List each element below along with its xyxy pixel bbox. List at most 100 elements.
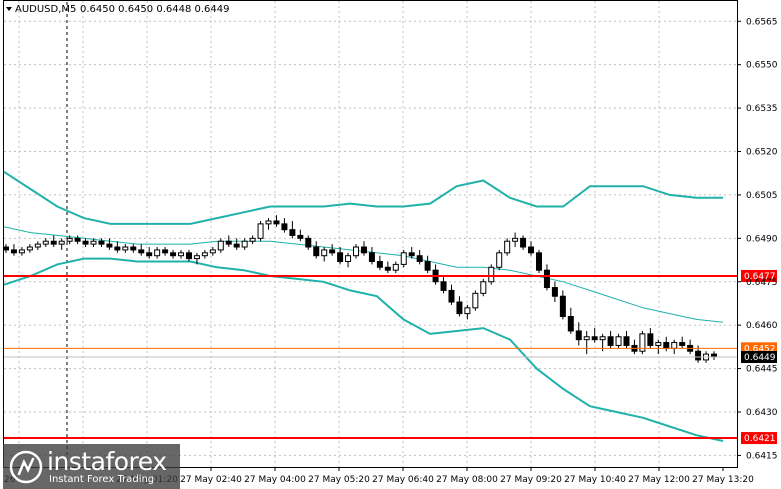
candle: [607, 330, 614, 349]
candle: [26, 244, 33, 253]
candle-body-down: [408, 252, 415, 257]
candle-body-up: [671, 342, 678, 349]
candle-body-down: [535, 252, 542, 271]
x-tick-label: 27 May 10:40: [564, 475, 626, 485]
candle: [106, 238, 113, 250]
y-tick-label: 0.6520: [746, 148, 778, 158]
candle-body-up: [265, 220, 272, 225]
candle: [639, 330, 646, 355]
band-lower-line: [3, 257, 724, 442]
candle-body-down: [281, 223, 288, 231]
candle-body-down: [98, 240, 105, 245]
candle: [488, 264, 495, 285]
candle-body-up: [472, 292, 479, 309]
ohlc-values: 0.6450 0.6450 0.6448 0.6449: [80, 4, 230, 15]
candle-body-up: [90, 240, 97, 245]
symbol-label: AUDUSD,M5: [15, 4, 76, 15]
candle-body-up: [241, 240, 248, 248]
candles: [3, 215, 717, 363]
candle-body-down: [567, 315, 574, 332]
y-tick-label: 0.6550: [746, 61, 778, 71]
y-tick-label: 0.6490: [746, 234, 778, 244]
candle: [496, 249, 503, 271]
candle-body-down: [297, 234, 304, 239]
candle: [583, 330, 590, 355]
candle: [559, 290, 566, 320]
candle-body-up: [193, 255, 200, 260]
candle: [353, 244, 360, 259]
candle: [448, 284, 455, 305]
candle-body-up: [58, 240, 65, 245]
candle-body-up: [122, 246, 129, 251]
candle: [615, 333, 622, 349]
candle-body-down: [10, 249, 17, 254]
candle-body-down: [273, 220, 280, 225]
candle: [241, 238, 248, 250]
candle: [138, 244, 145, 256]
candle-body-down: [289, 229, 296, 236]
candle: [74, 235, 81, 245]
candle-body-down: [695, 350, 702, 361]
current-price-tag: [741, 351, 777, 364]
candle: [50, 235, 57, 248]
instaforex-logo: instaforex Instant Forex Trading: [3, 444, 180, 489]
candle-body-down: [520, 237, 527, 248]
candle: [58, 238, 65, 250]
candle: [345, 252, 352, 268]
price-levels: 0.6477 0.6452 0.6421 0.6449: [4, 269, 777, 445]
x-tick-label: 27 May 12:00: [628, 475, 690, 485]
candle: [551, 281, 558, 303]
candle-body-up: [257, 223, 264, 239]
candle-body-down: [225, 240, 232, 245]
candle: [368, 247, 375, 265]
candle-body-down: [575, 330, 582, 341]
candle: [575, 322, 582, 346]
candle-body-down: [368, 252, 375, 262]
y-tick-label: 0.6460: [746, 321, 778, 331]
candle: [225, 235, 232, 248]
candle: [289, 220, 296, 239]
y-tick-label: 0.6415: [746, 451, 778, 461]
candle: [130, 244, 137, 253]
candle-body-up: [615, 336, 622, 346]
candle-body-up: [249, 237, 256, 242]
candle: [329, 244, 336, 256]
y-tick-label: 0.6565: [746, 17, 778, 27]
candle-body-down: [559, 295, 566, 317]
candle-body-down: [337, 252, 344, 262]
candle-body-up: [26, 246, 33, 251]
plot-frame: [3, 0, 738, 468]
candle-body-down: [424, 260, 431, 271]
candle: [535, 249, 542, 274]
candle-body-down: [663, 342, 670, 349]
candle-body-up: [464, 307, 471, 315]
candle-body-down: [647, 333, 654, 346]
candle-body-down: [3, 246, 9, 251]
candle: [82, 238, 89, 248]
candle: [472, 290, 479, 311]
candle: [3, 244, 9, 253]
candle-body-down: [82, 240, 89, 245]
candle: [679, 336, 686, 349]
y-tick-label: 0.6535: [746, 104, 778, 114]
level-price-label: 0.6477: [744, 272, 776, 282]
candle-body-down: [448, 289, 455, 303]
candle: [512, 232, 519, 248]
candle-body-down: [106, 243, 113, 248]
candle-body-down: [456, 301, 463, 315]
candle-body-down: [360, 246, 367, 254]
price-axis[interactable]: 0.6565 0.6550 0.6535 0.6520 0.6505 0.6490 0.64…: [737, 17, 778, 461]
candle: [528, 241, 535, 256]
candle-body-up: [488, 266, 495, 283]
candle: [456, 296, 463, 317]
triangle-down-icon[interactable]: [6, 7, 12, 11]
candle: [392, 261, 399, 274]
candle: [408, 247, 415, 259]
candle-body-up: [599, 336, 606, 341]
candle-body-down: [528, 246, 535, 254]
candle: [257, 220, 264, 242]
candle: [464, 304, 471, 320]
x-tick-label: 27 May 02:40: [180, 475, 242, 485]
x-tick-label: 27 May 05:20: [308, 475, 370, 485]
